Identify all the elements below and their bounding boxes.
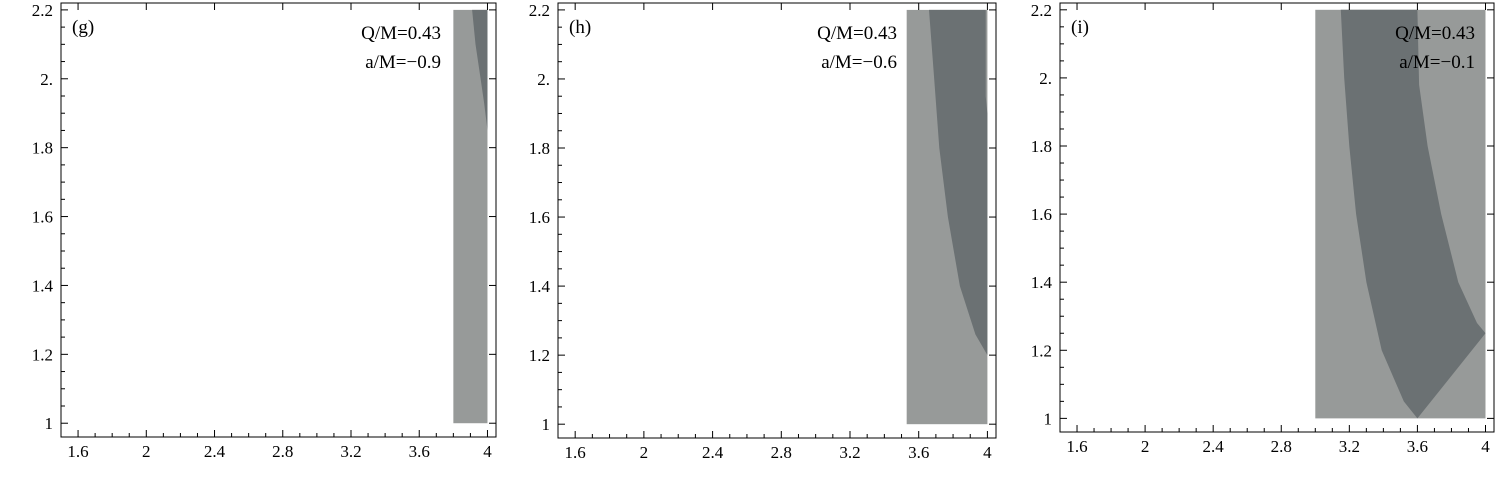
- y-tick-label: 2.2: [529, 1, 550, 20]
- x-tick-label: 4: [483, 442, 492, 461]
- x-tick-label: 4: [1481, 437, 1490, 456]
- y-tick-label: 1.4: [1031, 273, 1053, 292]
- y-tick-label: 1.4: [529, 277, 551, 296]
- panel-label: (h): [569, 17, 591, 38]
- x-tick-label: 2.8: [1271, 437, 1292, 456]
- x-tick-label: 3.2: [340, 442, 361, 461]
- parameter-annotation: Q/M=0.43: [1395, 23, 1475, 44]
- x-tick-label: 2.4: [204, 442, 226, 461]
- x-tick-label: 2.4: [702, 443, 724, 462]
- x-tick-label: 3.2: [839, 443, 860, 462]
- panel-2: 1.6 2 2.4 2.8 3.2 3.6 4 1 1.2 1.4 1.6 1.8 2. 2.2 (h) Q/…: [529, 1, 997, 462]
- x-tick-label: 3.6: [1407, 437, 1428, 456]
- y-tick-label: 2.2: [32, 1, 53, 20]
- parameter-annotation: a/M=−0.1: [1399, 52, 1475, 73]
- x-tick-label: 2: [1141, 437, 1150, 456]
- x-tick-label: 2.8: [272, 442, 293, 461]
- y-tick-label: 2.2: [1031, 1, 1052, 20]
- parameter-annotation: a/M=−0.9: [365, 52, 441, 73]
- y-tick-label: 2.: [1039, 69, 1052, 88]
- plot-frame: [557, 2, 997, 439]
- y-tick-label: 1.8: [529, 139, 550, 158]
- panel-3: 1.6 2 2.4 2.8 3.2 3.6 4 1 1.2 1.4 1.6 1.8 2. 2.2 (i) Q/…: [1031, 1, 1495, 456]
- x-tick-label: 4: [983, 443, 992, 462]
- x-tick-label: 1.6: [67, 442, 88, 461]
- y-tick-label: 1: [1044, 409, 1053, 428]
- y-tick-label: 2.: [40, 70, 53, 89]
- panel-label: (g): [72, 17, 94, 38]
- y-tick-label: 1.8: [32, 139, 53, 158]
- y-tick-label: 1.2: [1031, 341, 1052, 360]
- dark-region: [1340, 9, 1486, 419]
- y-tick-label: 1.2: [32, 345, 53, 364]
- x-tick-label: 2: [640, 443, 649, 462]
- parameter-annotation: Q/M=0.43: [361, 23, 441, 44]
- panel-label: (i): [1071, 17, 1089, 38]
- y-tick-label: 2.: [537, 70, 550, 89]
- y-tick-label: 1.4: [32, 276, 54, 295]
- y-tick-label: 1: [542, 415, 551, 434]
- x-tick-label: 3.6: [409, 442, 430, 461]
- y-tick-label: 1.6: [529, 208, 550, 227]
- x-tick-label: 2.4: [1203, 437, 1225, 456]
- x-tick-label: 2: [142, 442, 151, 461]
- y-tick-label: 1.2: [529, 346, 550, 365]
- y-tick-label: 1: [45, 414, 54, 433]
- dark-region: [472, 9, 488, 131]
- plot-frame: [60, 2, 497, 438]
- x-tick-label: 1.6: [1066, 437, 1087, 456]
- parameter-annotation: Q/M=0.43: [817, 23, 897, 44]
- plot-frame: [1059, 2, 1495, 433]
- x-tick-label: 3.6: [908, 443, 929, 462]
- dark-region: [929, 9, 988, 356]
- panel-1: 1.6 2 2.4 2.8 3.2 3.6 4 1 1.2 1.4 1.6 1.8 2. 2.2 (g) Q/…: [32, 1, 497, 461]
- x-tick-label: 2.8: [771, 443, 792, 462]
- y-tick-label: 1.8: [1031, 137, 1052, 156]
- parameter-annotation: a/M=−0.6: [821, 52, 897, 73]
- x-tick-label: 3.2: [1339, 437, 1360, 456]
- y-tick-label: 1.6: [1031, 205, 1052, 224]
- y-tick-label: 1.6: [32, 208, 53, 227]
- x-tick-label: 1.6: [565, 443, 586, 462]
